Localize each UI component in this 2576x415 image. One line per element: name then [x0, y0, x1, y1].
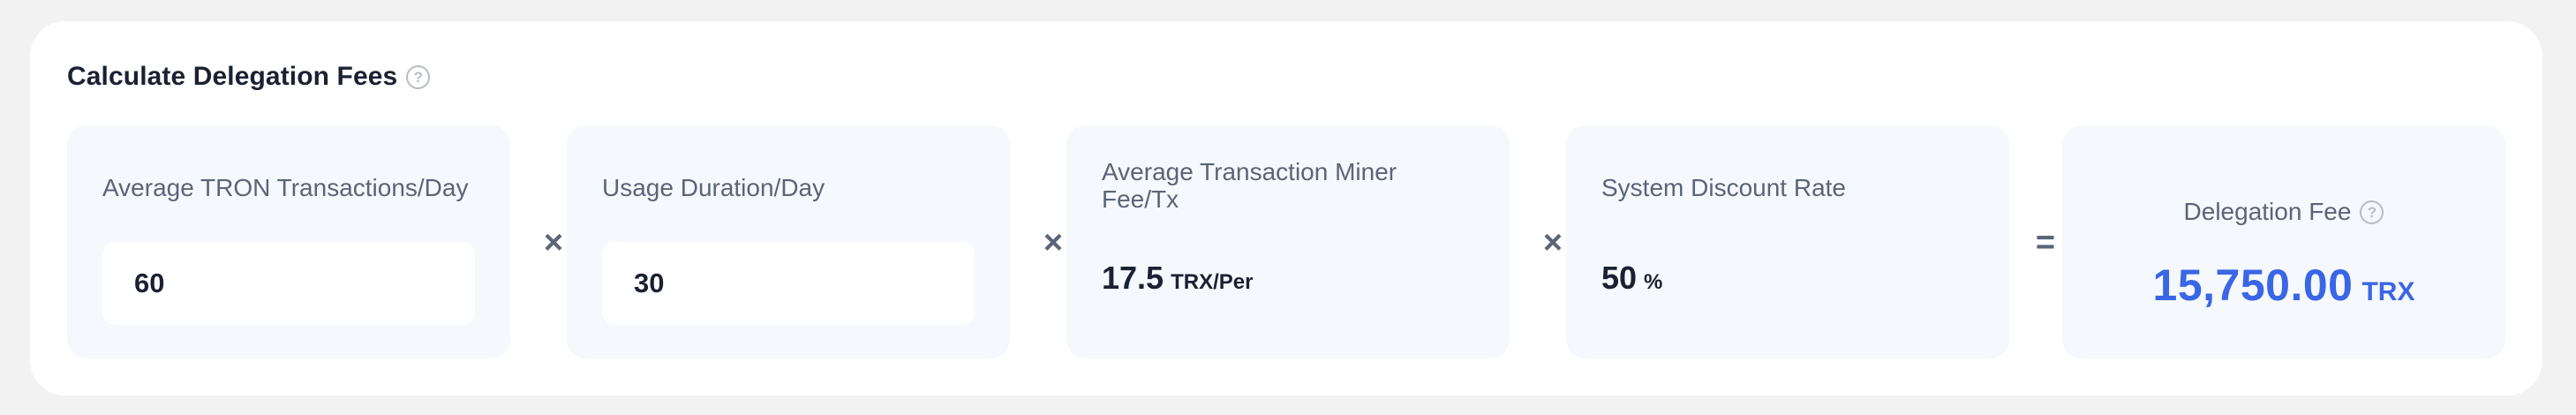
multiply-operator: × [543, 224, 564, 261]
multiply-operator: × [1542, 224, 1563, 261]
delegation-fee-label-row: Delegation Fee ? [2062, 198, 2505, 226]
miner-fee-box: Average Transaction Miner Fee/Tx 17.5 TR… [1066, 125, 1510, 358]
delegation-fee-number: 15,750.00 [2152, 260, 2354, 310]
transactions-per-day-input[interactable] [102, 242, 475, 325]
discount-rate-value: 50 % [1601, 260, 1662, 297]
usage-duration-input[interactable] [602, 242, 975, 325]
miner-fee-unit: TRX/Per [1171, 270, 1254, 294]
usage-duration-box: Usage Duration/Day [567, 125, 1010, 358]
calculator-title: Calculate Delegation Fees [67, 62, 398, 91]
multiply-operator: × [1043, 224, 1064, 261]
calculator-header: Calculate Delegation Fees ? [67, 58, 431, 95]
delegation-fee-label: Delegation Fee [2183, 198, 2352, 225]
delegation-fee-calculator-card: Calculate Delegation Fees ? Average TRON… [30, 21, 2542, 396]
delegation-fee-value: 15,750.00 TRX [2062, 260, 2505, 311]
delegation-fee-unit: TRX [2361, 277, 2415, 306]
discount-rate-number: 50 [1601, 260, 1638, 296]
transactions-per-day-label: Average TRON Transactions/Day [102, 174, 469, 201]
discount-rate-unit: % [1644, 270, 1663, 294]
help-circle-icon[interactable]: ? [406, 64, 431, 89]
help-circle-icon[interactable]: ? [2360, 200, 2384, 224]
delegation-fee-result-box: Delegation Fee ? 15,750.00 TRX [2062, 125, 2505, 358]
equals-operator: = [2035, 224, 2056, 261]
discount-rate-label: System Discount Rate [1601, 174, 1846, 201]
miner-fee-value: 17.5 TRX/Per [1102, 260, 1253, 297]
discount-rate-box: System Discount Rate 50 % [1566, 125, 2009, 358]
transactions-per-day-box: Average TRON Transactions/Day [67, 125, 510, 358]
miner-fee-label: Average Transaction Miner Fee/Tx [1102, 158, 1397, 213]
usage-duration-label: Usage Duration/Day [602, 174, 825, 201]
miner-fee-number: 17.5 [1102, 260, 1164, 296]
